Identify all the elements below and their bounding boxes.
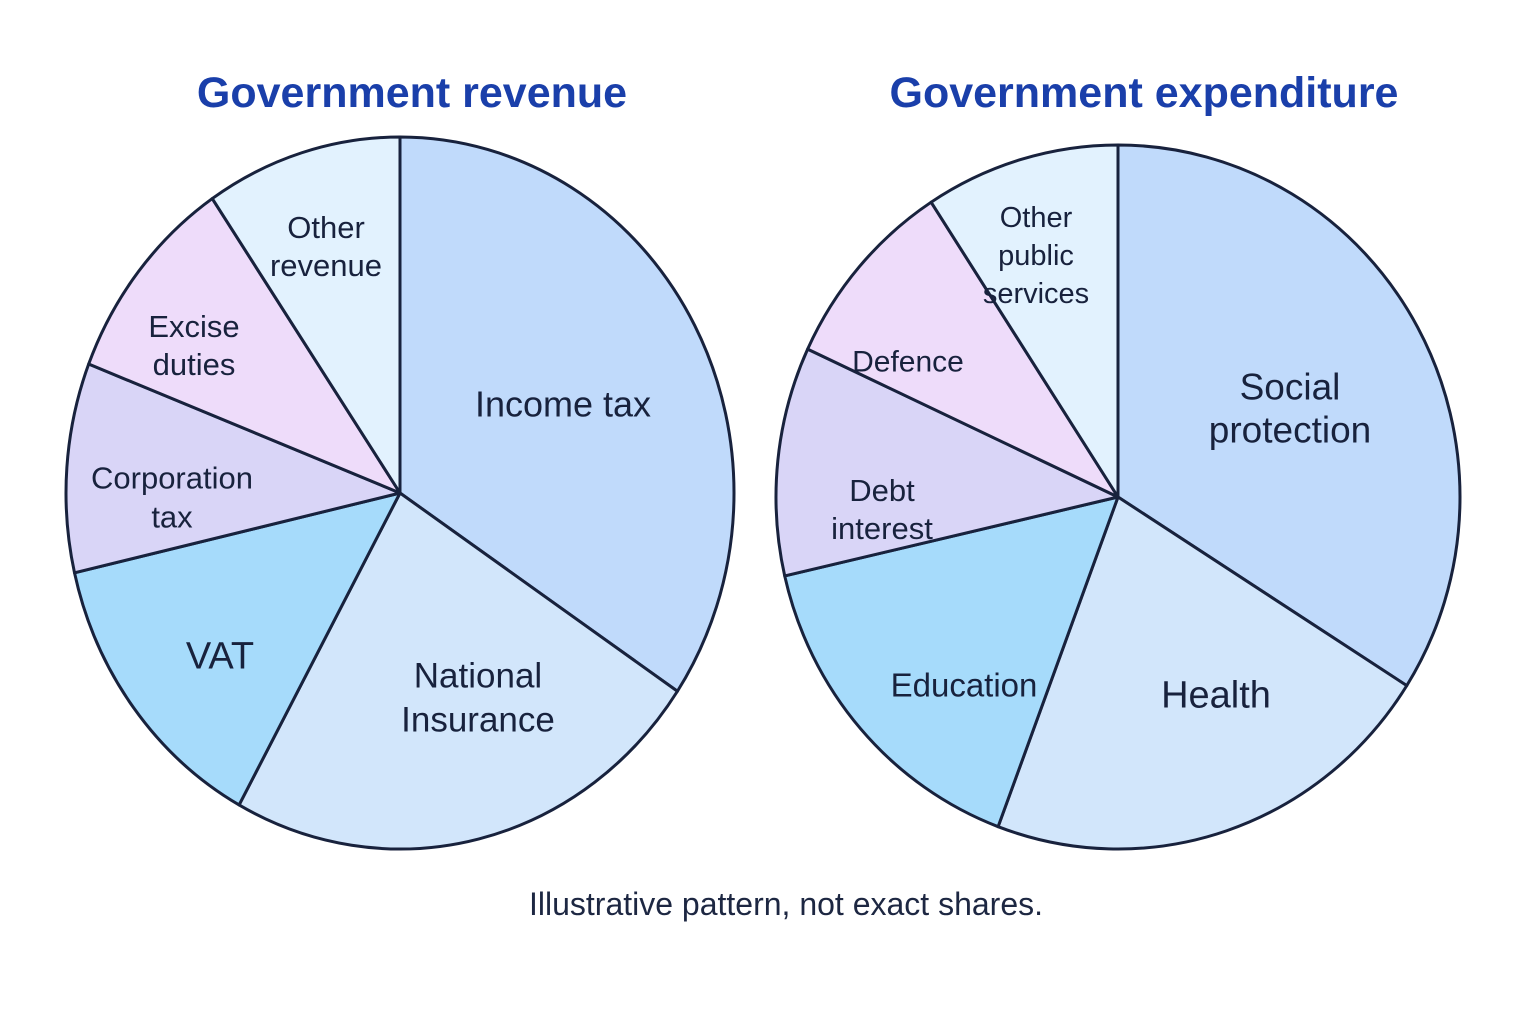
revenue-slice-income-tax (398, 135, 736, 693)
revenue-slice-national-insurance (237, 491, 679, 851)
expenditure-slice-debt-interest (774, 347, 1120, 578)
revenue-label-vat: VAT (186, 635, 254, 677)
expenditure-label-education: Education (891, 667, 1038, 704)
expenditure-slice-defence (806, 200, 1120, 499)
revenue-slice-corporation-tax (64, 362, 402, 575)
revenue-label-corporation-tax: Corporation tax (91, 460, 253, 534)
revenue-label-national-insurance: National Insurance (401, 656, 555, 739)
expenditure-label-debt-interest: Debt interest (831, 473, 933, 546)
expenditure-slice-health (996, 495, 1409, 851)
revenue-slice-vat (73, 491, 402, 807)
expenditure-chart-title: Government expenditure (889, 69, 1399, 117)
footnote: Illustrative pattern, not exact shares. (528, 886, 1044, 922)
expenditure-label-other-public-services: Other public services (983, 202, 1089, 310)
revenue-label-excise-duties: Excise duties (148, 309, 239, 382)
revenue-label-income-tax: Income tax (475, 384, 651, 425)
revenue-chart-title: Government revenue (196, 69, 628, 117)
expenditure-label-defence: Defence (852, 346, 964, 379)
expenditure-slice-other-public-services (929, 143, 1120, 499)
expenditure-slice-social-protection (1116, 143, 1462, 688)
revenue-slice-other-revenue (210, 135, 402, 495)
revenue-label-other-revenue: Other revenue (270, 210, 382, 283)
expenditure-slice-education (783, 495, 1120, 829)
expenditure-label-social-protection: Social protection (1209, 366, 1372, 450)
revenue-slice-excise-duties (87, 197, 402, 495)
expenditure-label-health: Health (1161, 674, 1271, 716)
